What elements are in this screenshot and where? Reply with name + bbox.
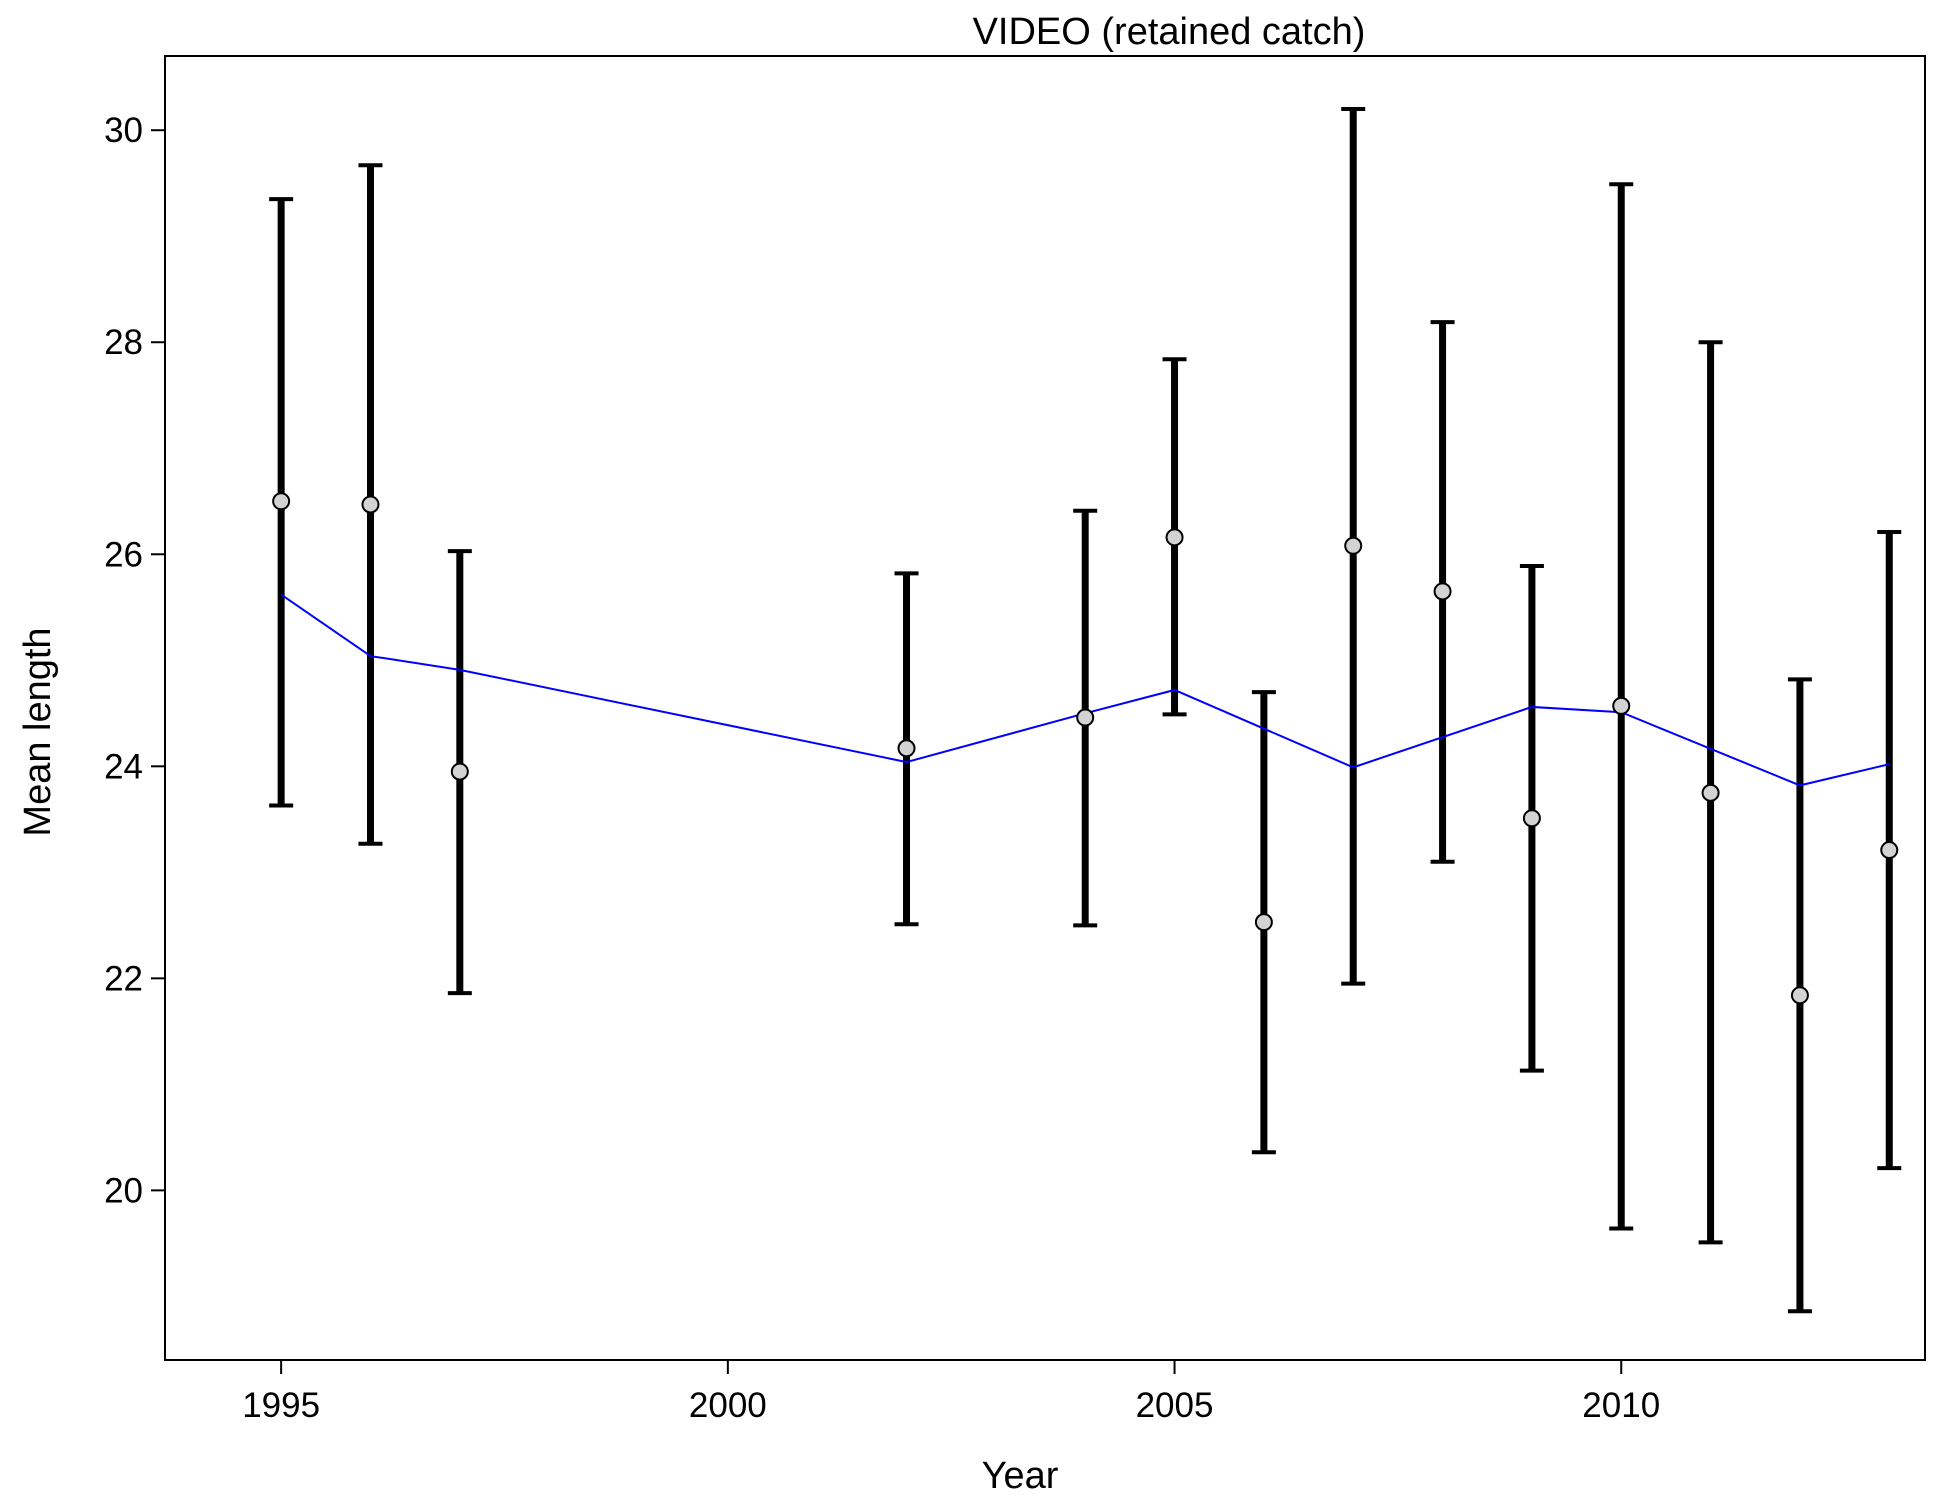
- chart-title: VIDEO (retained catch): [973, 11, 1366, 53]
- x-axis-label: Year: [982, 1455, 1059, 1497]
- y-tick-label: 28: [104, 323, 143, 362]
- observed-point: [450, 762, 469, 781]
- x-axis: 1995 2000 2005 2010: [242, 1360, 1660, 1425]
- y-axis: 20 22 24 26 28 30: [104, 111, 165, 1210]
- observed-point: [1701, 783, 1720, 802]
- observed-point: [1522, 809, 1541, 828]
- observed-point: [1076, 708, 1095, 727]
- y-tick-label: 30: [104, 111, 143, 150]
- x-tick-label: 2005: [1136, 1386, 1214, 1425]
- y-tick-label: 20: [104, 1171, 143, 1210]
- y-tick-label: 26: [104, 535, 143, 574]
- expected-mean-line: [280, 593, 1890, 787]
- observed-point: [272, 492, 291, 511]
- observed-point: [361, 495, 380, 514]
- x-tick-label: 2010: [1582, 1386, 1660, 1425]
- observed-point: [1612, 696, 1631, 715]
- observed-point: [1880, 841, 1899, 860]
- expected-line: [280, 593, 1890, 787]
- observed-point: [1433, 582, 1452, 601]
- observed-point: [1165, 528, 1184, 547]
- observed-point: [1790, 986, 1809, 1005]
- x-tick-label: 2000: [689, 1386, 767, 1425]
- observed-points: [272, 492, 1899, 1005]
- y-tick-label: 22: [104, 959, 143, 998]
- y-axis-label: Mean length: [17, 627, 59, 836]
- observed-point: [897, 739, 916, 758]
- y-tick-label: 24: [104, 747, 143, 786]
- observed-point: [1344, 536, 1363, 555]
- plot-frame: [164, 55, 1926, 1361]
- x-tick-label: 1995: [242, 1386, 320, 1425]
- observed-point: [1254, 913, 1273, 932]
